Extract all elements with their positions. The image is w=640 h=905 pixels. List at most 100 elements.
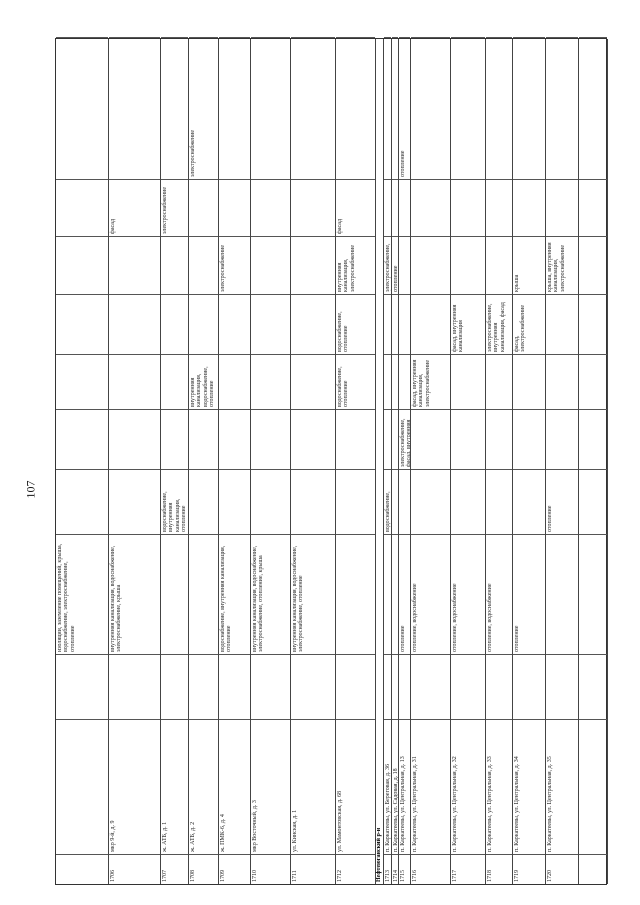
table-cell: п. Каркатеевы, ул. Центральная, д. 34	[513, 719, 545, 854]
table-cell: водоснабжение, внутренняя канализация, о…	[219, 534, 250, 654]
table-cell	[251, 37, 290, 179]
table-cell: 1716	[411, 854, 450, 884]
table-cell	[56, 354, 108, 409]
table-cell	[291, 469, 335, 534]
table-cell: ж. ПМК-6, д. 4	[219, 719, 250, 854]
table-cell	[219, 294, 250, 354]
table-cell	[384, 294, 391, 354]
table-cell	[219, 179, 250, 236]
table-cell: 1711	[291, 854, 335, 884]
table-cell: п. Каркатеевы, ул. Центральная, д. 33	[486, 719, 512, 854]
table-cell: п. Каркатеевы, ул. Центральная, д. 35	[546, 719, 578, 854]
table-cell	[486, 354, 512, 409]
table-row: 1720 п. Каркатеевы, ул. Центральная, д. 3…	[546, 37, 579, 884]
table-cell	[579, 236, 607, 294]
table-row: изоляции, заземление помещений, крыша, в…	[56, 37, 109, 884]
table-cell: 1715	[399, 854, 410, 884]
table-row: 1710 мкр Восточный, д. 3 внутренняя канали…	[251, 37, 291, 884]
table-cell: отопление, водоснабжение	[486, 534, 512, 654]
table-cell: 1719	[513, 854, 545, 884]
table-cell	[109, 37, 160, 179]
table-cell	[56, 654, 108, 719]
table-row: 1712 ул. Мамонтовская, д. 68 водоснабжение…	[336, 37, 376, 884]
table-cell: п. Каркатеевы, ул. Центральная, д. 13	[399, 719, 410, 854]
table-cell: фасад, электроснабжение	[513, 294, 545, 354]
table: изоляции, заземление помещений, крыша, в…	[55, 37, 608, 885]
table-cell: отопление	[392, 236, 398, 294]
table-cell: п. Каркатеевы, ул. Садовая, д. 18	[392, 719, 398, 854]
table-cell	[392, 534, 398, 654]
table-cell	[56, 179, 108, 236]
table-cell	[161, 354, 188, 409]
table-cell	[384, 37, 391, 179]
table-cell	[486, 654, 512, 719]
table-cell: 1710	[251, 854, 290, 884]
table-cell	[392, 469, 398, 534]
table-cell	[161, 294, 188, 354]
table-cell: отопление	[546, 469, 578, 534]
table-cell: 1706	[109, 854, 160, 884]
table-cell: мкр Восточный, д. 3	[251, 719, 290, 854]
table-cell	[109, 654, 160, 719]
table-cell	[161, 236, 188, 294]
table-cell	[251, 469, 290, 534]
table-row: 1709 ж. ПМК-6, д. 4 водоснабжение, внутрен…	[219, 37, 251, 884]
table-cell: п. Каркатеевы, ул. Центральная, д. 31	[411, 719, 450, 854]
table-cell	[579, 534, 607, 654]
table-cell	[109, 294, 160, 354]
table-cell: 1720	[546, 854, 578, 884]
table-cell	[411, 236, 450, 294]
table-cell	[109, 469, 160, 534]
table-cell: мкр 9-й, д. 9	[109, 719, 160, 854]
table-row: 1715 п. Каркатеевы, ул. Центральная, д. 1…	[399, 37, 411, 884]
table-cell	[486, 409, 512, 469]
table-cell	[392, 294, 398, 354]
table-row: 1706 мкр 9-й, д. 9 внутренняя канализация,…	[109, 37, 161, 884]
table-cell: 1718	[486, 854, 512, 884]
table-cell: электроснабжение, внутренняя канализация…	[486, 294, 512, 354]
table-cell	[189, 409, 218, 469]
table-cell	[411, 469, 450, 534]
table-cell	[579, 854, 607, 884]
table-cell	[219, 354, 250, 409]
table-cell: ж. АТБ, д. 1	[161, 719, 188, 854]
table-row: 1708 ж. АТБ, д. 2 внутренняя канализация, …	[189, 37, 219, 884]
table-cell	[336, 534, 375, 654]
table-cell	[189, 654, 218, 719]
table-cell	[579, 409, 607, 469]
table-cell	[486, 236, 512, 294]
table-cell	[291, 294, 335, 354]
table-cell	[513, 37, 545, 179]
page-number: 107	[23, 480, 38, 499]
table-cell	[411, 294, 450, 354]
table-cell	[451, 354, 485, 409]
table-cell: электроснабжение	[189, 37, 218, 179]
table-cell	[546, 179, 578, 236]
section-title: Нефтеюганский р-н	[376, 827, 382, 882]
table-cell	[251, 654, 290, 719]
table-cell	[513, 354, 545, 409]
table-cell	[161, 654, 188, 719]
table-cell	[161, 37, 188, 179]
table-cell	[546, 409, 578, 469]
table-cell	[251, 409, 290, 469]
table-cell	[399, 236, 410, 294]
table-cell	[251, 294, 290, 354]
table-cell: 1708	[189, 854, 218, 884]
table-cell	[384, 354, 391, 409]
table-cell	[56, 854, 108, 884]
table-cell	[384, 654, 391, 719]
table-cell: 1713	[384, 854, 391, 884]
table-cell	[451, 37, 485, 179]
table-cell	[579, 294, 607, 354]
table-cell	[251, 179, 290, 236]
table-row: 1719 п. Каркатеевы, ул. Центральная, д. 3…	[513, 37, 546, 884]
table-cell	[189, 534, 218, 654]
table-cell	[336, 409, 375, 469]
table-cell	[486, 37, 512, 179]
table-cell	[251, 354, 290, 409]
table-cell	[399, 179, 410, 236]
table-cell	[336, 37, 375, 179]
table-cell	[189, 179, 218, 236]
table-cell: изоляции, заземление помещений, крыша, в…	[56, 534, 108, 654]
